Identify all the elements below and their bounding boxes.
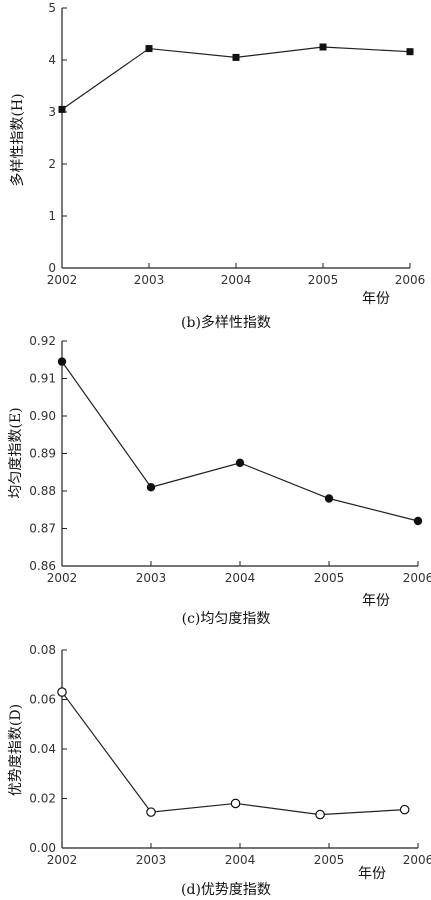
y-tick-label: 0.08 (29, 643, 56, 657)
series-line (61, 691, 405, 816)
y-tick-label: 1 (48, 209, 56, 223)
data-point (232, 53, 240, 61)
panel-caption: (c)均匀度指数 (182, 611, 271, 627)
x-tick-label: 2002 (47, 273, 78, 287)
data-point (230, 798, 241, 809)
data-point (145, 45, 153, 53)
y-tick-label: 0.91 (29, 372, 56, 386)
x-axis-label: 年份 (362, 593, 390, 609)
y-tick-label: 0.02 (29, 792, 56, 806)
x-tick-label: 2006 (395, 273, 426, 287)
data-point (235, 458, 245, 468)
chart-panel-2: 0.00 0.02 0.04 0.06 0.08 2002 2003 2004 2005 2006… (8, 643, 431, 898)
x-tick-label: 2006 (403, 571, 431, 585)
x-tick-label: 2002 (47, 853, 78, 867)
x-tick-label: 2003 (136, 571, 167, 585)
y-tick-label: 0 (48, 261, 56, 275)
y-tick-label: 0.90 (29, 409, 56, 423)
data-point (406, 48, 414, 56)
y-tick-label: 0.92 (29, 334, 56, 348)
y-tick-label: 0.06 (29, 693, 56, 707)
x-tick-label: 2003 (134, 273, 165, 287)
data-point (319, 43, 327, 51)
panel-caption: (d)优势度指数 (181, 882, 271, 898)
data-point (146, 483, 156, 492)
data-point (413, 516, 423, 526)
y-tick-label: 2 (48, 157, 56, 171)
x-tick-label: 2004 (221, 273, 252, 287)
x-axis-label: 年份 (362, 291, 390, 307)
y-tick-label: 3 (48, 105, 56, 119)
y-axis-label: 均匀度指数(E) (8, 407, 24, 498)
data-point (315, 809, 325, 820)
series-line (61, 361, 419, 522)
y-tick-label: 5 (48, 1, 56, 15)
y-tick-label: 0.04 (29, 742, 56, 756)
y-tick-label: 4 (48, 53, 56, 67)
x-tick-label: 2002 (47, 571, 78, 585)
x-tick-label: 2005 (314, 571, 345, 585)
y-tick-label: 0.88 (29, 484, 56, 498)
y-tick-label: 0.00 (29, 841, 56, 855)
data-point (399, 804, 410, 815)
y-axis-label: 多样性指数(H) (9, 93, 26, 186)
y-tick-label: 0.87 (29, 522, 56, 536)
data-point (57, 357, 67, 366)
x-tick-label: 2005 (308, 273, 339, 287)
x-tick-label: 2003 (136, 853, 167, 867)
chart-panel-0: 0 1 2 3 4 5 2002 2003 2004 2005 2006 多样性指数(H) 年份 (b)多… (9, 1, 425, 331)
y-tick-label: 0.86 (29, 559, 56, 573)
data-point (57, 687, 67, 697)
panel-caption: (b)多样性指数 (181, 314, 271, 331)
x-tick-label: 2004 (225, 571, 256, 585)
x-axis-label: 年份 (358, 866, 386, 882)
data-point (58, 105, 66, 113)
y-tick-label: 0.89 (29, 447, 56, 461)
x-tick-label: 2004 (225, 853, 256, 867)
chart-panel-1: 0.86 0.87 0.88 0.89 0.90 0.91 0.92 2002 2003 2004… (8, 334, 431, 627)
x-tick-label: 2006 (403, 853, 431, 867)
x-tick-label: 2005 (314, 853, 345, 867)
y-axis-label: 优势度指数(D) (8, 704, 24, 796)
data-point (324, 494, 334, 503)
data-point (146, 807, 156, 817)
